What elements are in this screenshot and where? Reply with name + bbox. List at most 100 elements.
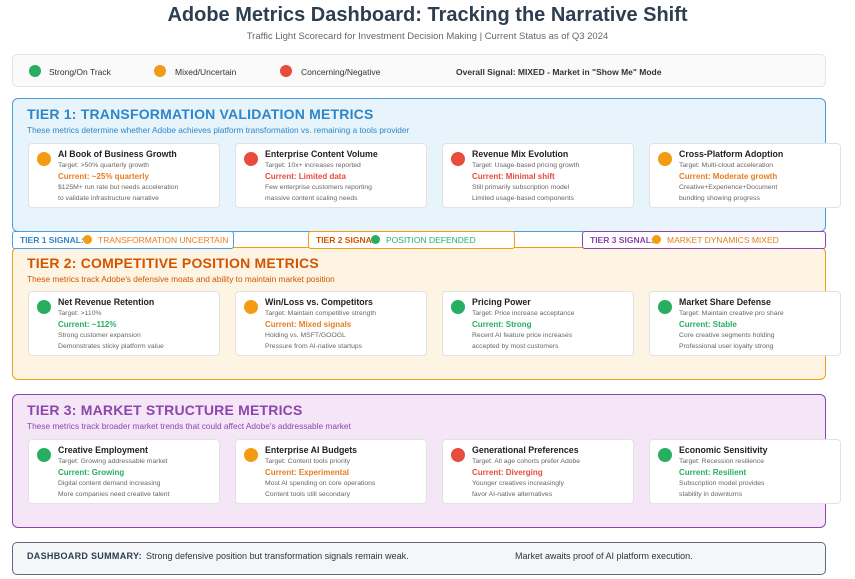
tier-1-panel: TIER 1: TRANSFORMATION VALIDATION METRIC… <box>12 98 841 232</box>
status-dot-icon <box>37 448 51 462</box>
metric-name: Revenue Mix Evolution <box>472 149 569 159</box>
status-dot-icon <box>371 235 380 244</box>
metric-note: Digital content demand increasing <box>58 480 161 487</box>
metric-note: Content tools still secondary <box>265 491 351 498</box>
status-dot-icon <box>244 300 258 314</box>
status-dot-icon <box>658 448 672 462</box>
tier-2-panel: TIER 2: COMPETITIVE POSITION METRICS The… <box>12 247 841 380</box>
metric-current: Current: Resilient <box>679 468 747 477</box>
amber-dot-icon <box>154 65 166 77</box>
signal-value: MARKET DYNAMICS MIXED <box>667 235 779 245</box>
metric-current: Current: Moderate growth <box>679 172 778 181</box>
metric-current: Current: Growing <box>58 468 125 477</box>
metric-name: Net Revenue Retention <box>58 297 155 307</box>
metric-note: stability in downturns <box>679 491 743 498</box>
metric-target: Target: Maintain competitive strength <box>265 310 377 317</box>
tier-1-description: These metrics determine whether Adobe ac… <box>27 125 410 135</box>
status-dot-icon <box>244 448 258 462</box>
metric-target: Target: All age cohorts prefer Adobe <box>472 458 581 465</box>
tier-2-description: These metrics track Adobe's defensive mo… <box>27 274 335 284</box>
metric-note: accepted by most customers <box>472 343 559 350</box>
metric-target: Target: Usage-based pricing growth <box>472 162 580 169</box>
metric-card: Creative Employment Target: Growing addr… <box>28 439 220 504</box>
metric-card: Enterprise AI Budgets Target: Content to… <box>235 439 427 504</box>
metric-note: Younger creatives increasingly <box>472 480 564 487</box>
tier-3-panel: TIER 3: MARKET STRUCTURE METRICS These m… <box>12 394 841 528</box>
metric-card: Enterprise Content Volume Target: 10x+ i… <box>235 143 427 208</box>
status-dot-icon <box>37 300 51 314</box>
metric-card: Pricing Power Target: Price increase acc… <box>442 291 634 356</box>
status-dot-icon <box>244 152 258 166</box>
metric-current: Current: Mixed signals <box>265 320 352 329</box>
page-subtitle: Traffic Light Scorecard for Investment D… <box>246 31 609 42</box>
metric-target: Target: 10x+ increases reported <box>265 162 361 169</box>
status-dot-icon <box>83 235 92 244</box>
metric-card: AI Book of Business Growth Target: >50% … <box>28 143 220 208</box>
metric-note: More companies need creative talent <box>58 491 170 498</box>
metric-name: Pricing Power <box>472 297 531 307</box>
metric-target: Target: Multi-cloud acceleration <box>679 162 774 169</box>
summary-text: Strong defensive position but transforma… <box>146 551 409 561</box>
metric-current: Current: Limited data <box>265 172 346 181</box>
metric-card: Economic Sensitivity Target: Recession r… <box>649 439 841 504</box>
metric-current: Current: Strong <box>472 320 532 329</box>
tier-2-title: TIER 2: COMPETITIVE POSITION METRICS <box>27 255 319 271</box>
metric-note: Core creative segments holding <box>679 332 775 339</box>
metric-target: Target: Price increase acceptance <box>472 310 575 317</box>
metric-target: Target: Content tools priority <box>265 458 351 465</box>
summary-text: Market awaits proof of AI platform execu… <box>515 551 693 561</box>
metric-card: Revenue Mix Evolution Target: Usage-base… <box>442 143 634 208</box>
metric-note: Creative+Experience+Document <box>679 184 778 191</box>
legend: Strong/On Track Mixed/Uncertain Concerni… <box>12 54 826 87</box>
overall-signal: Overall Signal: MIXED - Market in "Show … <box>456 67 662 77</box>
metric-note: to validate infrastructure narrative <box>58 195 159 202</box>
metric-note: Professional user loyalty strong <box>679 343 774 350</box>
metric-target: Target: Recession resilience <box>679 458 765 465</box>
metric-current: Current: Minimal shift <box>472 172 555 181</box>
metric-name: Creative Employment <box>58 445 148 455</box>
metric-name: AI Book of Business Growth <box>58 149 177 159</box>
page-title: Adobe Metrics Dashboard: Tracking the Na… <box>167 4 688 26</box>
metric-name: Cross-Platform Adoption <box>679 149 784 159</box>
status-dot-icon <box>37 152 51 166</box>
metric-card: Net Revenue Retention Target: >110% Curr… <box>28 291 220 356</box>
tier-1-signal: TIER 1 SIGNAL: TRANSFORMATION UNCERTAIN <box>12 231 234 249</box>
metric-name: Enterprise Content Volume <box>265 149 378 159</box>
status-dot-icon <box>652 235 661 244</box>
red-dot-icon <box>280 65 292 77</box>
metric-note: Holding vs. MSFT/GOOGL <box>265 332 346 339</box>
metric-card: Win/Loss vs. Competitors Target: Maintai… <box>235 291 427 356</box>
metric-note: massive content scaling needs <box>265 195 358 202</box>
metric-note: Limited usage-based components <box>472 195 575 202</box>
metric-card: Generational Preferences Target: All age… <box>442 439 634 504</box>
status-dot-icon <box>658 300 672 314</box>
signal-value: POSITION DEFENDED <box>386 235 476 245</box>
metric-target: Target: >110% <box>58 310 102 317</box>
signal-label: TIER 2 SIGNAL: <box>316 235 380 245</box>
metric-note: Still primarily subscription model <box>472 184 570 191</box>
metric-card: Cross-Platform Adoption Target: Multi-cl… <box>649 143 841 208</box>
status-dot-icon <box>451 152 465 166</box>
metric-note: Pressure from AI-native startups <box>265 343 363 350</box>
metric-current: Current: ~112% <box>58 320 117 329</box>
status-dot-icon <box>451 448 465 462</box>
metric-name: Enterprise AI Budgets <box>265 445 358 455</box>
metric-name: Economic Sensitivity <box>679 445 768 455</box>
dashboard-summary: DASHBOARD SUMMARY: Strong defensive posi… <box>12 542 826 575</box>
metric-note: Strong customer expansion <box>58 332 141 339</box>
tier-3-title: TIER 3: MARKET STRUCTURE METRICS <box>27 402 303 418</box>
metric-note: favor AI-native alternatives <box>472 491 553 498</box>
metric-note: Subscription model provides <box>679 480 765 487</box>
metric-note: $125M+ run rate but needs acceleration <box>58 184 179 191</box>
legend-red-label: Concerning/Negative <box>301 67 381 77</box>
tier-3-description: These metrics track broader market trend… <box>27 421 351 431</box>
tier-3-signal: TIER 3 SIGNAL: MARKET DYNAMICS MIXED <box>582 231 826 249</box>
metric-note: Most AI spending on core operations <box>265 480 376 487</box>
metric-note: Few enterprise customers reporting <box>265 184 372 191</box>
metric-current: Current: Diverging <box>472 468 543 477</box>
green-dot-icon <box>29 65 41 77</box>
signal-label: TIER 1 SIGNAL: <box>20 235 84 245</box>
metric-target: Target: Growing addressable market <box>58 458 168 465</box>
metric-current: Current: Experimental <box>265 468 350 477</box>
metric-name: Generational Preferences <box>472 445 579 455</box>
